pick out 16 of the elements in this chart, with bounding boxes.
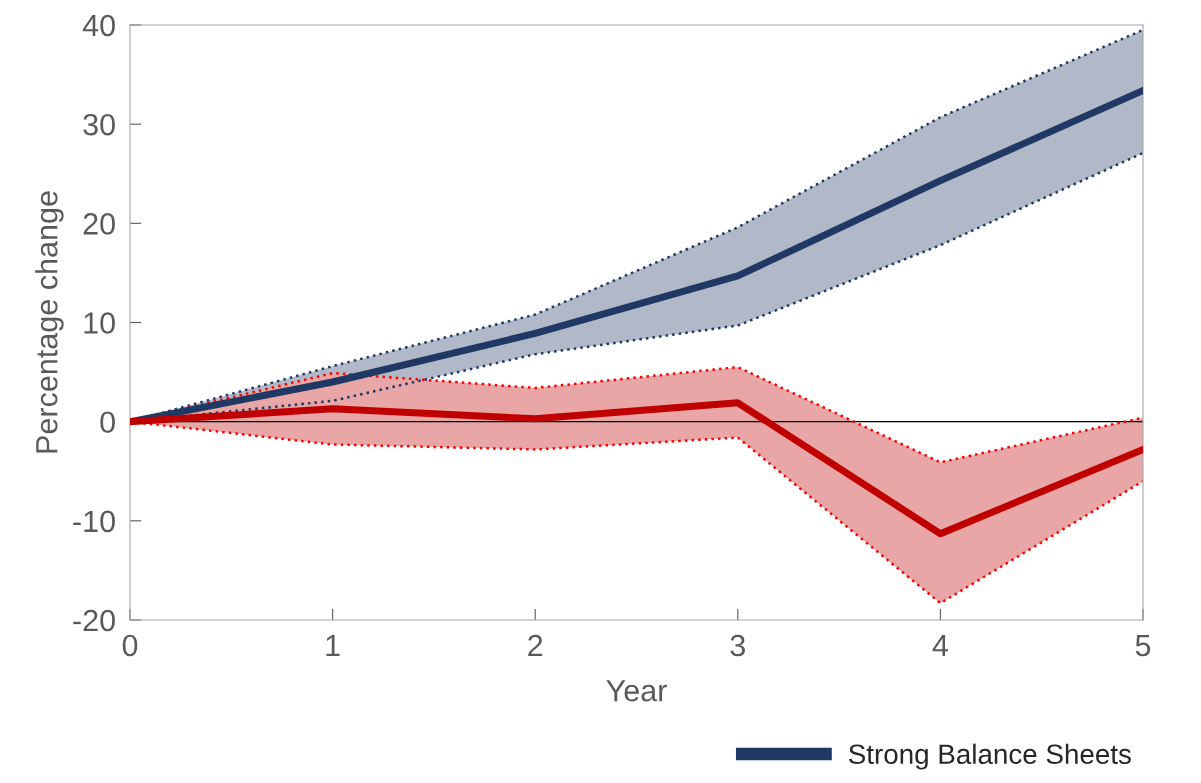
y-tick-label: 10 [84,312,115,334]
y-tick-label: 20 [83,213,115,235]
x-tick-label: 4 [932,635,948,657]
y-tick-label: -20 [73,609,115,632]
y-tick-label: 0 [100,411,115,434]
x-tick-label: 0 [122,634,138,657]
x-tick-label: 1 [326,635,340,657]
x-tick-label: 2 [528,634,543,657]
x-axis-title: Year [606,680,667,702]
y-tick-label: 30 [83,113,115,136]
y-axis-title: Percentage change [35,191,64,453]
y-tick-label: -10 [73,510,115,533]
x-tick-label: 3 [730,634,745,657]
x-tick-label: 5 [1135,635,1151,657]
y-tick-label: 40 [82,14,115,37]
legend-label: Strong Balance Sheets [849,743,1131,770]
